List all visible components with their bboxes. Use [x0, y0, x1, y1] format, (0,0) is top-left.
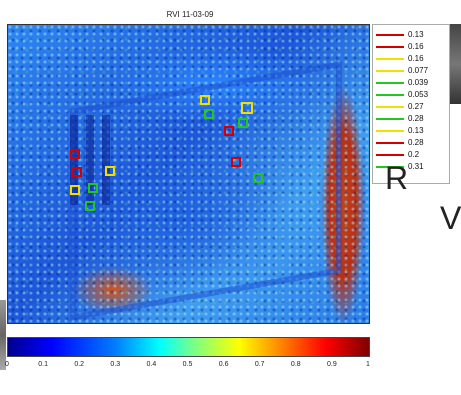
roi-marker-red: [224, 126, 234, 136]
legend-entry: 0.13: [376, 125, 424, 136]
colorbar-tick-label: 0.8: [290, 361, 301, 368]
colorbar-tick-label: 0.1: [38, 361, 48, 368]
legend-entry: 0.28: [376, 137, 424, 148]
legend-label: 0.31: [408, 162, 424, 171]
adjacent-photo-fragment: [0, 300, 6, 370]
roi-marker-yellow: [241, 102, 253, 114]
colorbar-tick-label: 0.3: [110, 361, 121, 368]
legend-label: 0.077: [408, 66, 429, 75]
building-column: [70, 115, 78, 205]
legend-entry: 0.13: [376, 29, 424, 40]
legend-swatch: [376, 117, 404, 120]
legend-label: 0.16: [408, 42, 424, 51]
background-slide-text: V: [440, 200, 461, 236]
legend-entry: 0.2: [376, 149, 419, 160]
colorbar-tick-label: 0.6: [218, 361, 229, 368]
roi-marker-red: [72, 167, 82, 177]
legend-swatch: [376, 153, 404, 156]
building-column: [86, 115, 94, 205]
legend-swatch: [376, 45, 404, 48]
legend-entry: 0.039: [376, 77, 428, 88]
colorbar-tick-label: 0.4: [146, 361, 157, 368]
legend-label: 0.053: [408, 90, 429, 99]
building-column: [102, 115, 110, 205]
legend-label: 0.28: [408, 114, 424, 123]
legend-label: 0.039: [408, 78, 429, 87]
roi-marker-green: [204, 109, 214, 119]
legend-swatch: [376, 33, 404, 36]
legend-entry: 0.077: [376, 65, 428, 76]
figure-title: RVI 11-03-09: [166, 10, 214, 19]
roi-marker-green: [88, 183, 98, 193]
roi-marker-red: [70, 149, 80, 159]
legend-swatch: [376, 81, 404, 84]
legend-entry: 0.16: [376, 53, 424, 64]
roi-marker-yellow: [200, 95, 210, 105]
legend-swatch: [376, 165, 404, 168]
legend-label: 0.16: [408, 54, 424, 63]
background-slide-text: R: [385, 160, 409, 196]
legend-entry: 0.053: [376, 89, 428, 100]
legend-entry: 0.28: [376, 113, 424, 124]
roi-marker-green: [85, 201, 95, 211]
legend-swatch: [376, 141, 404, 144]
legend-label: 0.28: [408, 138, 424, 147]
legend-swatch: [376, 69, 404, 72]
legend-label: 0.13: [408, 30, 424, 39]
legend-swatch: [376, 129, 404, 132]
legend-entry: 0.31: [376, 161, 424, 172]
roi-marker-red: [231, 157, 241, 167]
rvi-heatmap: [7, 24, 370, 324]
roi-marker-yellow: [105, 166, 115, 176]
legend: 0.13 0.16 0.16 0.077 0.039 0.053 0.27 0.…: [372, 24, 450, 184]
legend-label: 0.2: [408, 150, 420, 159]
colorbar-tick-label: 0: [5, 361, 9, 368]
legend-swatch: [376, 57, 404, 60]
colorbar-tick-label: 1: [366, 361, 370, 368]
roi-marker-green: [253, 173, 263, 183]
roi-marker-green: [238, 118, 248, 128]
colorbar-tick-label: 0.7: [254, 361, 265, 368]
legend-entry: 0.27: [376, 101, 424, 112]
legend-label: 0.27: [408, 102, 424, 111]
colorbar-tick-label: 0.9: [327, 361, 337, 368]
colorbar: [7, 337, 370, 357]
legend-swatch: [376, 93, 404, 96]
adjacent-photo-fragment: [450, 24, 461, 104]
colorbar-tick-label: 0.5: [182, 361, 193, 368]
heatmap-texture: [8, 25, 369, 323]
roi-marker-yellow: [70, 185, 80, 195]
legend-swatch: [376, 105, 404, 108]
colorbar-tick-label: 0.2: [74, 361, 85, 368]
legend-label: 0.13: [408, 126, 424, 135]
legend-entry: 0.16: [376, 41, 424, 52]
